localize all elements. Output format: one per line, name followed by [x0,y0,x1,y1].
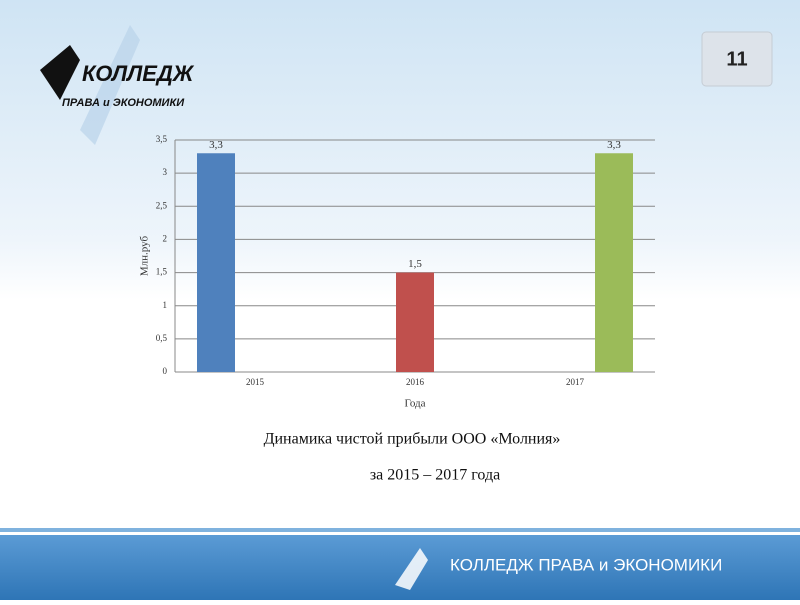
logo-shape [80,25,140,145]
y-tick-label: 1,5 [156,267,168,277]
x-axis-title: Года [404,398,425,410]
y-tick-label: 0 [163,366,168,376]
footer-logo-icon [395,548,428,590]
caption-line1: Динамика чистой прибыли ООО «Молния» [264,431,561,448]
footer-text: КОЛЛЕДЖ ПРАВА и ЭКОНОМИКИ [450,555,722,574]
y-tick-label: 1 [163,300,168,310]
footer-band [0,535,800,600]
data-label: 1,5 [408,258,422,270]
bar [396,272,434,372]
y-axis-title: Млн.руб [139,235,151,276]
x-tick-label: 2016 [406,377,425,387]
logo-icon [40,45,80,100]
x-tick-label: 2017 [566,377,585,387]
bar [595,153,633,372]
logo-line2: ПРАВА и ЭКОНОМИКИ [62,97,185,109]
bar [197,153,235,372]
logo-line1: КОЛЛЕДЖ [82,61,195,86]
slide-number-box [701,31,773,87]
data-label: 3,3 [209,139,223,151]
y-tick-label: 2,5 [156,200,168,210]
footer-stripe [0,528,800,532]
caption-line2: за 2015 – 2017 года [370,467,500,484]
x-tick-label: 2015 [246,377,265,387]
slide-number: 11 [726,48,747,70]
y-tick-label: 0,5 [156,333,168,343]
y-tick-label: 3,5 [156,134,168,144]
data-label: 3,3 [607,139,621,151]
y-tick-label: 2 [163,233,168,243]
chart: 0 0,5 1 1,5 2 2,5 3 3,5 Млн.руб Года 2015 3,3 2016 1,… [139,134,655,410]
y-tick-label: 3 [163,167,168,177]
